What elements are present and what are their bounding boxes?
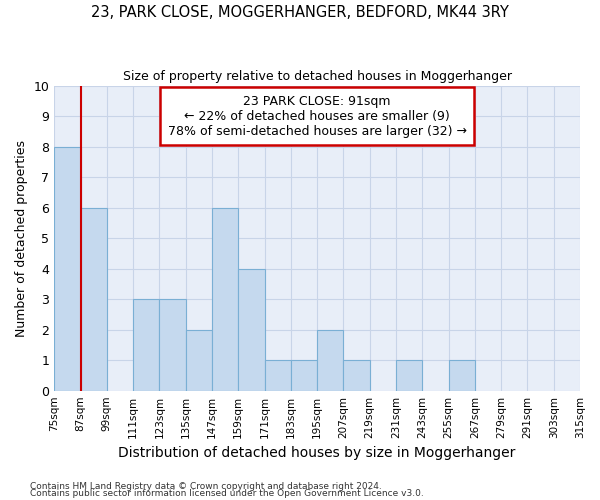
- Bar: [265, 360, 291, 390]
- Bar: [133, 299, 160, 390]
- Bar: [80, 208, 107, 390]
- Bar: [449, 360, 475, 390]
- Text: 23, PARK CLOSE, MOGGERHANGER, BEDFORD, MK44 3RY: 23, PARK CLOSE, MOGGERHANGER, BEDFORD, M…: [91, 5, 509, 20]
- Bar: [238, 268, 265, 390]
- Text: Contains HM Land Registry data © Crown copyright and database right 2024.: Contains HM Land Registry data © Crown c…: [30, 482, 382, 491]
- Text: Contains public sector information licensed under the Open Government Licence v3: Contains public sector information licen…: [30, 489, 424, 498]
- Bar: [291, 360, 317, 390]
- Bar: [212, 208, 238, 390]
- Y-axis label: Number of detached properties: Number of detached properties: [15, 140, 28, 336]
- Bar: [317, 330, 343, 390]
- Title: Size of property relative to detached houses in Moggerhanger: Size of property relative to detached ho…: [122, 70, 512, 83]
- Bar: [343, 360, 370, 390]
- Bar: [396, 360, 422, 390]
- Bar: [54, 146, 80, 390]
- X-axis label: Distribution of detached houses by size in Moggerhanger: Distribution of detached houses by size …: [118, 446, 516, 460]
- Bar: [186, 330, 212, 390]
- Bar: [160, 299, 186, 390]
- Text: 23 PARK CLOSE: 91sqm
← 22% of detached houses are smaller (9)
78% of semi-detach: 23 PARK CLOSE: 91sqm ← 22% of detached h…: [167, 94, 467, 138]
